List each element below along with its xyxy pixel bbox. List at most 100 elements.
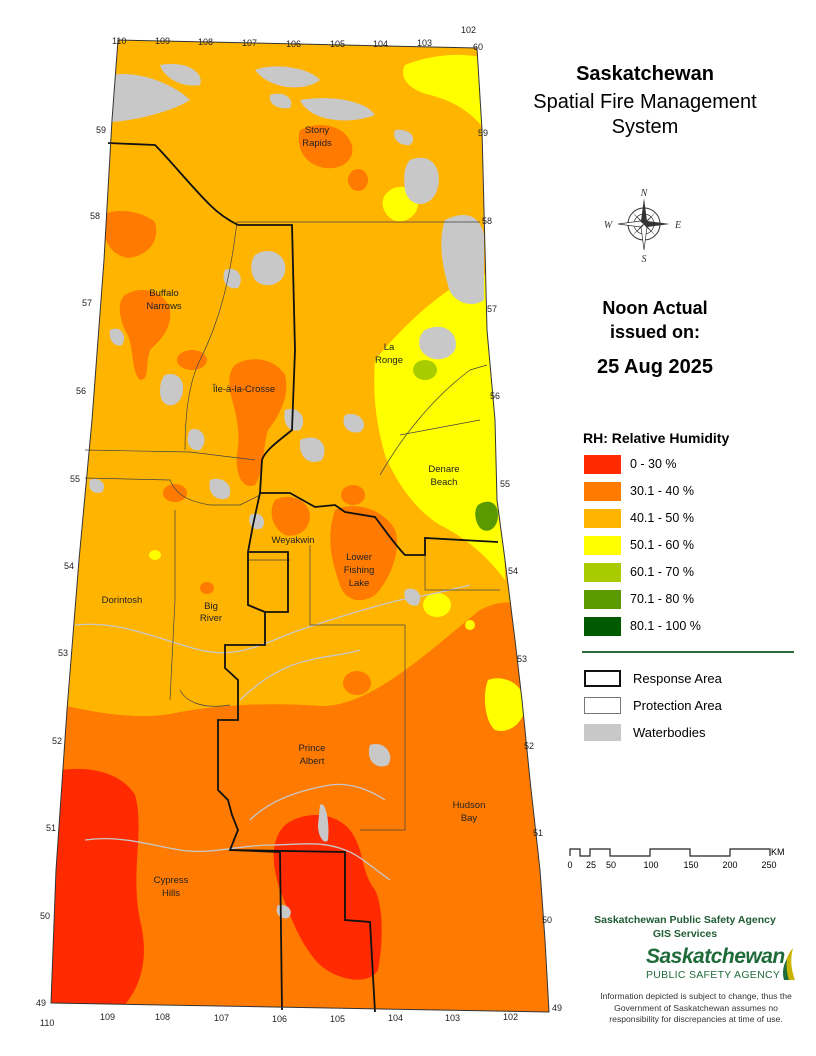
svg-text:57: 57 [82,298,92,308]
svg-text:57: 57 [487,304,497,314]
svg-text:105: 105 [330,1014,345,1024]
svg-text:Big: Big [204,601,218,612]
svg-text:Bay: Bay [461,813,478,824]
svg-text:110: 110 [40,1018,54,1028]
issued-label: Noon Actual issued on: [560,296,750,344]
svg-text:53: 53 [517,654,527,664]
map-subtitle: Spatial Fire Management System [500,90,790,140]
protection-boundaries [84,221,500,831]
longitude-labels-top: 110 109 108 107 106 105 104 103 102 [112,25,476,49]
svg-text:110: 110 [112,36,126,46]
svg-text:Dorintosh: Dorintosh [102,595,143,606]
agency-division: GIS Services [652,928,718,940]
svg-text:50: 50 [40,911,50,921]
svg-text:N: N [640,188,649,199]
svg-text:55: 55 [500,479,510,489]
svg-text:108: 108 [155,1012,170,1022]
svg-text:58: 58 [90,211,100,221]
svg-text:Albert: Albert [300,756,325,767]
province-outline [50,39,550,1013]
svg-text:103: 103 [417,38,432,48]
subtitle-line-1: Spatial Fire Management [533,91,757,113]
legend-divider [582,651,794,653]
legend-label: 30.1 - 40 % [630,484,694,498]
legend-label: 70.1 - 80 % [630,592,694,606]
svg-text:Rapids: Rapids [302,138,332,149]
legend-label: Protection Area [633,698,722,713]
svg-text:E: E [674,220,681,231]
svg-text:Denare: Denare [428,464,459,475]
agency-name: Saskatchewan Public Safety Agency [594,914,776,926]
svg-text:107: 107 [214,1013,229,1023]
latitude-labels-left: 60 59 58 57 56 55 54 53 52 51 50 49 [36,42,483,1008]
legend-swatch [584,509,621,528]
svg-text:56: 56 [490,391,500,401]
svg-text:River: River [200,613,222,624]
svg-text:Île-à-la-Crosse: Île-à-la-Crosse [212,384,275,395]
svg-text:52: 52 [52,736,62,746]
svg-text:Ronge: Ronge [375,355,403,366]
legend-label: 50.1 - 60 % [630,538,694,552]
response-swatch [584,670,621,687]
svg-text:51: 51 [533,828,543,838]
rh-surface [51,40,549,1012]
legend-title: RH: Relative Humidity [583,430,730,446]
svg-text:106: 106 [272,1014,287,1024]
svg-text:Stony: Stony [305,125,330,136]
legend-swatch [584,536,621,555]
svg-text:53: 53 [58,648,68,658]
svg-text:Narrows: Narrows [146,301,182,312]
scale-tick: 50 [605,860,617,870]
legend-swatch [584,590,621,609]
scale-tick: 250 [761,860,777,870]
legend-label: 40.1 - 50 % [630,511,694,525]
legend-label: Waterbodies [633,725,706,740]
svg-text:59: 59 [478,128,488,138]
svg-text:56: 56 [76,386,86,396]
svg-text:104: 104 [373,39,388,49]
issued-line-1: Noon Actual [602,298,708,318]
svg-text:50: 50 [542,915,552,925]
wheat-flame-icon [783,948,795,980]
scale-tick: 100 [643,860,659,870]
scale-bar-graphic [569,848,771,857]
svg-text:58: 58 [482,216,492,226]
svg-text:Lower: Lower [346,552,372,563]
legend-swatch [584,482,621,501]
latitude-labels-right: 59 58 57 56 55 54 53 52 51 50 49 [478,128,562,1013]
response-boundaries [107,142,499,1013]
legend-swatch [584,563,621,582]
svg-text:103: 103 [445,1013,460,1023]
svg-text:Hills: Hills [162,888,180,899]
svg-text:Cypress: Cypress [154,875,189,886]
svg-text:49: 49 [36,998,46,1008]
scale-unit: KM [771,847,785,857]
agency-credit: Saskatchewan Public Safety Agency GIS Se… [584,913,786,941]
svg-text:Buffalo: Buffalo [149,288,178,299]
issued-date: 25 Aug 2025 [597,356,713,378]
svg-text:106: 106 [286,39,301,49]
legend-label: 80.1 - 100 % [630,619,701,633]
svg-text:105: 105 [330,39,345,49]
logo-wordmark: Saskatchewan [646,945,785,968]
legend-swatch [584,617,621,636]
logo-subtitle: PUBLIC SAFETY AGENCY [646,969,781,981]
svg-text:49: 49 [552,1003,562,1013]
svg-text:Lake: Lake [349,578,370,589]
scale-tick: 200 [722,860,738,870]
map-title: Saskatchewan [576,63,714,85]
scale-bar: KM 0 25 50 100 150 200 250 [560,842,800,882]
svg-text:60: 60 [473,42,483,52]
place-labels: Stony Rapids Buffalo Narrows La Ronge Îl… [102,125,486,899]
svg-text:Hudson: Hudson [453,800,486,811]
compass-rose-icon: N W E S [604,188,681,265]
svg-text:102: 102 [503,1012,518,1022]
svg-text:104: 104 [388,1013,403,1023]
svg-text:S: S [642,254,647,265]
protection-swatch [584,697,621,714]
disclaimer: Information depicted is subject to chang… [600,991,792,1024]
svg-text:Prince: Prince [299,743,326,754]
svg-text:59: 59 [96,125,106,135]
svg-text:Fishing: Fishing [344,565,375,576]
